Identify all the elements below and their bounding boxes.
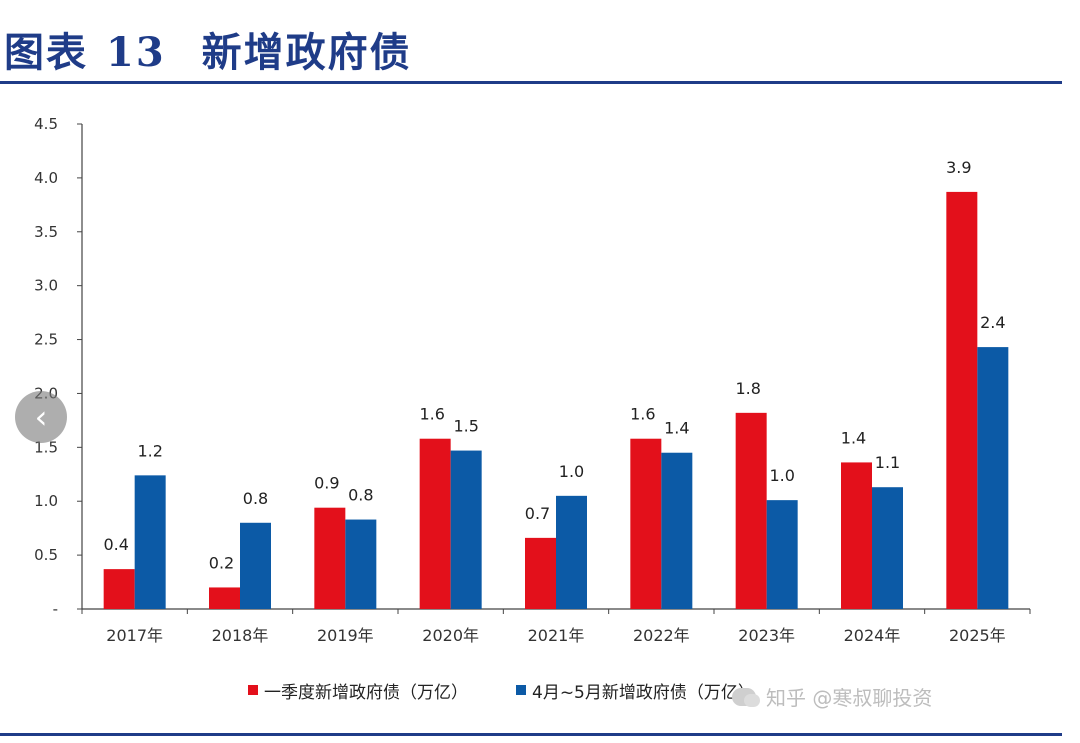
data-label: 1.0 <box>559 462 584 481</box>
data-label: 1.4 <box>664 419 689 438</box>
bar-q1 <box>103 569 135 609</box>
page-title: 图表 13 新增政府债 <box>4 20 412 78</box>
data-label: 1.5 <box>453 417 478 436</box>
x-tick-label: 2018年 <box>212 626 269 645</box>
previous-image-button[interactable]: ‹ <box>15 391 67 443</box>
bar-q1 <box>841 462 872 609</box>
y-tick-label: 2.5 <box>34 331 58 349</box>
bar-q1 <box>630 438 662 609</box>
x-tick-label: 2020年 <box>422 626 479 645</box>
wechat-icon <box>732 687 760 707</box>
y-tick-label: 0.5 <box>34 546 58 564</box>
legend-swatch-apr-may <box>516 685 526 695</box>
title-prefix: 图表 <box>4 29 88 76</box>
x-tick-label: 2025年 <box>949 626 1006 645</box>
chart-legend: 一季度新增政府债（万亿） 4月~5月新增政府债（万亿） <box>248 678 803 703</box>
data-label: 3.9 <box>946 158 971 177</box>
bar-apr-may <box>134 475 166 609</box>
bar-q1 <box>735 412 767 609</box>
bar-chart: -0.51.01.52.02.53.03.54.04.52017年0.41.22… <box>34 115 1031 645</box>
bar-apr-may <box>872 487 903 609</box>
data-label: 1.0 <box>769 466 794 485</box>
y-tick-label: - <box>53 600 58 618</box>
x-tick-label: 2023年 <box>738 626 795 645</box>
x-tick-label: 2021年 <box>528 626 585 645</box>
bar-q1 <box>209 587 240 609</box>
bar-apr-may <box>450 450 482 609</box>
data-label: 0.4 <box>103 535 128 554</box>
footer-rule <box>0 733 1062 736</box>
data-label: 0.8 <box>348 486 373 505</box>
data-label: 0.2 <box>209 553 234 572</box>
title-text: 新增政府债 <box>201 29 412 76</box>
data-label: 0.9 <box>314 474 339 493</box>
x-tick-label: 2024年 <box>844 626 901 645</box>
header-rule <box>0 81 1062 84</box>
legend-swatch-q1 <box>248 685 258 695</box>
legend-item-apr-may: 4月~5月新增政府债（万亿） <box>516 678 755 703</box>
data-label: 2.4 <box>980 313 1005 332</box>
watermark-text: 知乎 @寒叔聊投资 <box>766 686 933 710</box>
title-number: 13 <box>106 29 166 76</box>
y-tick-label: 3.5 <box>34 223 58 241</box>
y-tick-label: 3.0 <box>34 277 58 295</box>
data-label: 0.8 <box>243 489 268 508</box>
bar-q1 <box>314 507 346 609</box>
data-label: 1.6 <box>630 405 655 424</box>
bar-q1 <box>946 191 978 609</box>
bar-apr-may <box>661 452 693 609</box>
data-label: 1.2 <box>137 441 162 460</box>
x-tick-label: 2022年 <box>633 626 690 645</box>
data-label: 0.7 <box>525 504 550 523</box>
y-tick-label: 1.0 <box>34 492 58 510</box>
bar-q1 <box>419 438 451 609</box>
legend-label-apr-may: 4月~5月新增政府债（万亿） <box>532 682 755 703</box>
bar-apr-may <box>345 519 377 609</box>
legend-item-q1: 一季度新增政府债（万亿） <box>248 678 468 703</box>
legend-label-q1: 一季度新增政府债（万亿） <box>264 682 468 703</box>
data-label: 1.6 <box>419 405 444 424</box>
watermark: 知乎 @寒叔聊投资 <box>732 682 932 711</box>
y-tick-label: 4.5 <box>34 115 58 133</box>
chevron-left-icon: ‹ <box>34 398 48 436</box>
data-label: 1.1 <box>875 453 900 472</box>
bar-apr-may <box>977 347 1009 609</box>
x-tick-label: 2017年 <box>106 626 163 645</box>
bar-q1 <box>525 537 556 609</box>
data-label: 1.4 <box>841 428 866 447</box>
bar-apr-may <box>766 500 798 609</box>
bar-apr-may <box>556 495 587 609</box>
x-tick-label: 2019年 <box>317 626 374 645</box>
data-label: 1.8 <box>735 379 760 398</box>
y-tick-label: 4.0 <box>34 169 58 187</box>
bar-apr-may <box>240 522 271 609</box>
